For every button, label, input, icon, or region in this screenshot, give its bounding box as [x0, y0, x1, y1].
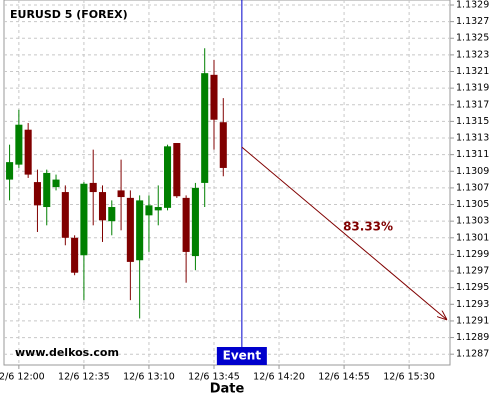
y-tick-label: 1.1323	[456, 49, 489, 60]
y-tick-label: 1.1293	[456, 299, 489, 310]
candle-body	[61, 192, 69, 238]
candle-body	[164, 146, 172, 208]
candle-body	[136, 200, 144, 261]
y-tick-label: 1.1305	[456, 199, 489, 210]
y-tick-label: 1.1307	[456, 182, 489, 193]
candle-body	[126, 197, 134, 262]
y-tick-label: 1.1317	[456, 99, 489, 110]
candle-body	[15, 124, 23, 165]
candle-body	[219, 122, 227, 168]
y-tick-label: 1.1315	[456, 116, 489, 127]
x-tick-label: 12/6 14:55	[318, 372, 370, 383]
forecast-label: 83.33%	[343, 220, 393, 234]
x-tick-label: 12/6 12:35	[58, 372, 110, 383]
y-tick-label: 1.1309	[456, 166, 489, 177]
y-tick-label: 1.1301	[456, 232, 489, 243]
candle-body	[191, 187, 199, 257]
y-tick-label: 1.1303	[456, 216, 489, 227]
chart-title: EURUSD 5 (FOREX)	[10, 8, 128, 21]
candle-body	[43, 172, 51, 208]
candle-body	[154, 207, 162, 211]
y-tick-label: 1.1291	[456, 315, 489, 326]
y-tick-label: 1.1311	[456, 149, 489, 160]
x-tick-label: 12/6 14:20	[253, 372, 305, 383]
y-tick-label: 1.1299	[456, 249, 489, 260]
y-tick-label: 1.1289	[456, 332, 489, 343]
candle-body	[201, 73, 209, 183]
event-badge	[216, 347, 267, 365]
candle-body	[145, 205, 153, 216]
x-tick-label: 12/6 13:10	[123, 372, 175, 383]
y-tick-label: 1.1287	[456, 349, 489, 360]
y-tick-label: 1.1321	[456, 66, 489, 77]
event-label: Event	[223, 349, 262, 363]
candle-body	[89, 182, 97, 193]
candle-body	[24, 129, 32, 175]
candle-body	[173, 143, 181, 197]
y-tick-label: 1.1313	[456, 133, 489, 144]
candle-body	[52, 179, 60, 188]
y-tick-label: 1.1319	[456, 83, 489, 94]
x-tick-label: 12/6 12:00	[0, 372, 45, 383]
candle-body	[80, 183, 88, 256]
candle-body	[117, 190, 125, 198]
y-tick-label: 1.1327	[456, 16, 489, 27]
candle-body	[182, 197, 190, 252]
candle-body	[210, 74, 218, 120]
candle-body	[33, 182, 41, 206]
forecast-arrow	[241, 146, 446, 319]
candle-body	[71, 237, 79, 273]
y-tick-label: 1.1329	[456, 0, 489, 10]
watermark: www.delkos.com	[15, 346, 119, 359]
candle-body	[6, 162, 14, 180]
y-tick-label: 1.1297	[456, 266, 489, 277]
x-axis-label: Date	[210, 382, 245, 397]
x-tick-label: 12/6 13:45	[188, 372, 240, 383]
candle-body	[98, 192, 107, 221]
y-tick-label: 1.1295	[456, 282, 489, 293]
x-tick-label: 12/6 15:30	[383, 372, 435, 383]
candle-body	[108, 207, 116, 222]
y-tick-label: 1.1325	[456, 33, 489, 44]
